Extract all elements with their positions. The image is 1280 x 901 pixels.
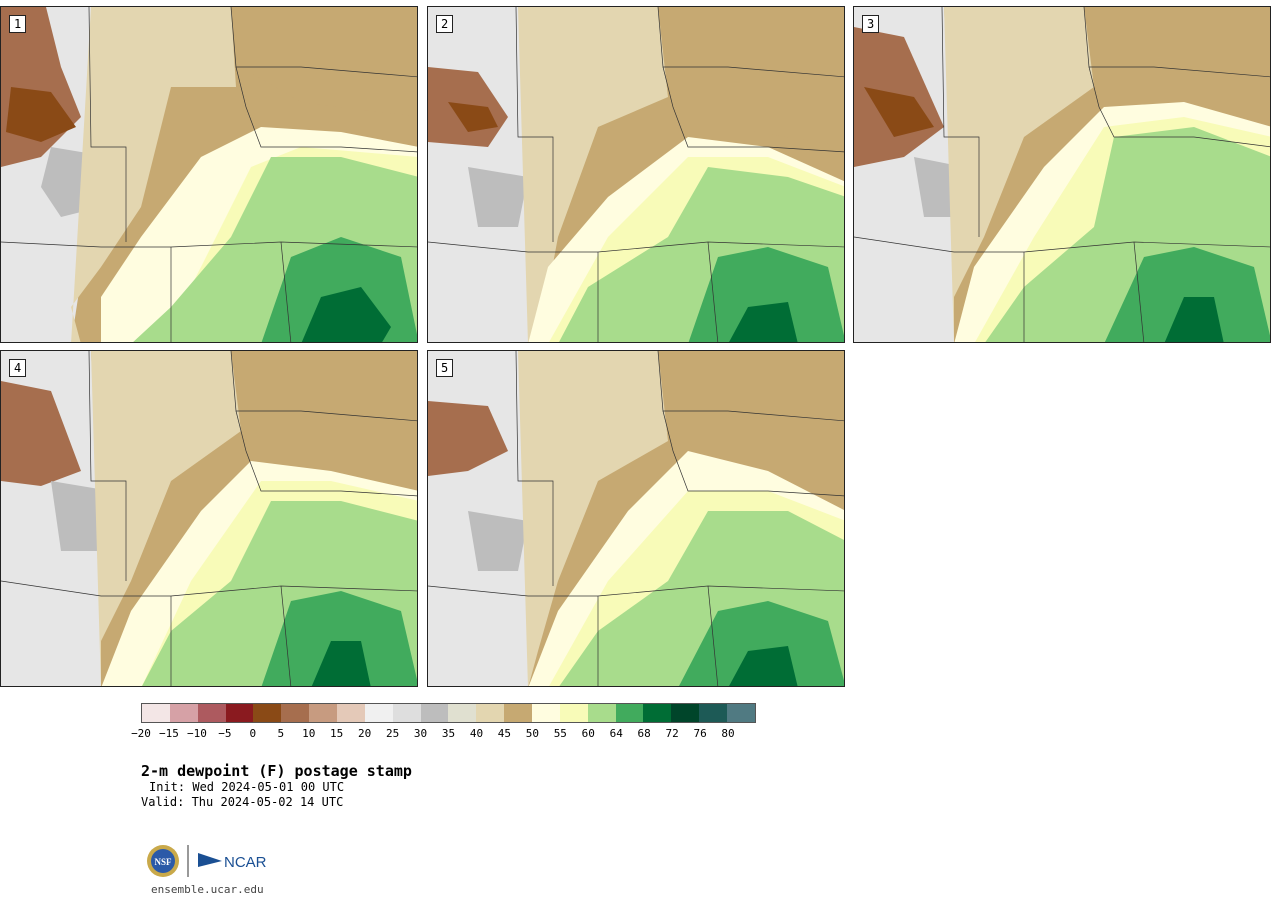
colorbar-swatch — [253, 704, 282, 722]
stamp-number: 3 — [862, 15, 880, 33]
colorbar-tick-label: 64 — [609, 727, 623, 740]
valid-time: Valid: Thu 2024-05-02 14 UTC — [141, 795, 344, 809]
dewpoint-map-1 — [1, 7, 417, 342]
stamp-number: 2 — [436, 15, 454, 33]
colorbar-swatch — [281, 704, 310, 722]
colorbar-tick-label: −15 — [159, 727, 179, 740]
colorbar-tick-label: 55 — [553, 727, 567, 740]
colorbar-swatch — [587, 704, 616, 722]
colorbar-tick-label: 10 — [302, 727, 316, 740]
colorbar-swatch — [615, 704, 644, 722]
stamp-number: 5 — [436, 359, 454, 377]
colorbar-tick-label: 0 — [249, 727, 257, 740]
colorbar-tick-label: 45 — [497, 727, 512, 740]
colorbar-swatch — [309, 704, 338, 722]
colorbar-swatch — [225, 704, 254, 722]
colorbar-swatch — [448, 704, 477, 722]
colorbar-swatch — [532, 704, 560, 722]
colorbar-tick-label: 35 — [441, 727, 456, 740]
colorbar-tick-label: 76 — [693, 727, 707, 740]
colorbar-swatch — [504, 704, 533, 722]
dewpoint-map-5 — [428, 351, 844, 686]
stamp-number: 4 — [9, 359, 27, 377]
colorbar-swatch — [142, 704, 170, 722]
colorbar-swatch — [337, 704, 365, 722]
colorbar-swatch — [643, 704, 672, 722]
plot-title: 2-m dewpoint (F) postage stamp — [141, 762, 412, 780]
stamp-panel-2: 2 — [427, 6, 845, 343]
logos: NSF NCAR — [147, 845, 267, 877]
colorbar-ticks: −20 −15 −10 −5 0 5 10 15 20 25 30 35 40 45 50 55 60 64 68 7… — [131, 727, 756, 741]
init-time: Init: Wed 2024-05-01 00 UTC — [149, 780, 345, 794]
dewpoint-map-3 — [854, 7, 1270, 342]
colorbar-swatch — [727, 704, 755, 722]
colorbar-swatch — [197, 704, 226, 722]
stamp-panel-4: 4 — [0, 350, 418, 687]
colorbar-tick-label: −10 — [186, 727, 207, 740]
colorbar-tick-label: 40 — [469, 727, 484, 740]
colorbar-tick-label: 30 — [413, 727, 428, 740]
ncar-logo-text: NCAR — [224, 854, 267, 871]
ncar-logo-icon: NCAR — [198, 853, 267, 871]
nsf-logo-icon: NSF — [147, 845, 179, 877]
colorbar-swatch — [364, 704, 393, 722]
colorbar-tick-label: 5 — [277, 727, 285, 740]
dewpoint-map-4 — [1, 351, 417, 686]
dewpoint-map-2 — [428, 7, 844, 342]
colorbar-tick-label: 72 — [665, 727, 679, 740]
stamp-panel-3: 3 — [853, 6, 1271, 343]
colorbar-swatch — [392, 704, 421, 722]
colorbar-tick-label: −20 — [131, 727, 151, 740]
colorbar-tick-label: −5 — [218, 727, 232, 740]
stamp-number: 1 — [9, 15, 27, 33]
colorbar-swatch — [699, 704, 728, 722]
colorbar-tick-label: 80 — [721, 727, 735, 740]
stamp-panel-1: 1 — [0, 6, 418, 343]
colorbar-tick-label: 25 — [385, 727, 400, 740]
colorbar-swatch — [476, 704, 505, 722]
colorbar — [141, 703, 756, 723]
colorbar-swatch — [559, 704, 588, 722]
colorbar-swatch — [169, 704, 198, 722]
colorbar-tick-label: 60 — [581, 727, 595, 740]
colorbar-tick-label: 68 — [637, 727, 651, 740]
colorbar-tick-label: 20 — [358, 727, 372, 740]
colorbar-tick-label: 15 — [330, 727, 344, 740]
colorbar-swatch — [420, 704, 449, 722]
colorbar-swatch — [671, 704, 700, 722]
colorbar-tick-label: 50 — [525, 727, 539, 740]
nsf-logo-text: NSF — [154, 857, 172, 867]
site-url: ensemble.ucar.edu — [151, 883, 264, 896]
stamp-panel-5: 5 — [427, 350, 845, 687]
